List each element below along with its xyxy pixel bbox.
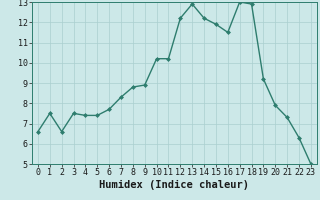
X-axis label: Humidex (Indice chaleur): Humidex (Indice chaleur): [100, 180, 249, 190]
